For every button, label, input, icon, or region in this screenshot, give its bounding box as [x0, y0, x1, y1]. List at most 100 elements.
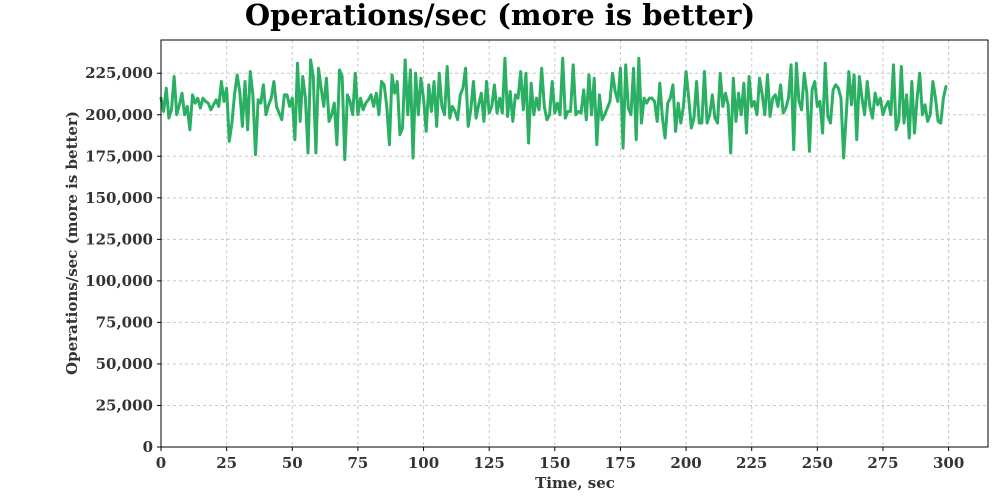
data-point — [740, 113, 743, 116]
data-point — [451, 105, 454, 108]
data-point — [701, 122, 703, 124]
data-point — [420, 77, 422, 80]
data-point — [548, 113, 551, 116]
data-point — [640, 122, 643, 124]
data-point — [834, 84, 837, 86]
data-point — [750, 105, 753, 108]
x-tick-label: 175 — [605, 454, 636, 472]
data-point — [359, 97, 362, 99]
data-point — [372, 105, 375, 108]
data-point — [225, 87, 228, 89]
data-point — [338, 69, 341, 71]
data-point — [178, 103, 181, 106]
data-point — [467, 125, 469, 128]
data-point — [588, 74, 590, 76]
data-point — [850, 103, 853, 106]
data-point — [661, 117, 664, 119]
data-point — [900, 65, 903, 68]
data-point — [304, 97, 307, 99]
data-point — [533, 113, 535, 116]
data-point — [388, 143, 391, 146]
data-point — [645, 102, 648, 104]
data-point — [792, 148, 795, 151]
data-point — [194, 102, 196, 104]
data-point — [181, 92, 183, 94]
data-point — [488, 112, 490, 114]
data-point — [207, 102, 210, 104]
data-point — [288, 105, 291, 108]
data-point — [785, 107, 787, 109]
data-point — [871, 117, 874, 119]
x-tick-label: 75 — [347, 454, 368, 472]
y-tick-label: 150,000 — [85, 189, 153, 207]
data-point — [477, 103, 480, 106]
data-point — [341, 75, 343, 78]
data-point — [811, 89, 813, 91]
data-point — [890, 113, 892, 116]
data-point — [223, 100, 225, 103]
axis-layer: 0 25 50 75 100 125 150 175 200 225 250 275 300 0 25,00… — [85, 64, 964, 472]
data-point — [433, 80, 435, 83]
data-point — [294, 138, 296, 141]
data-point — [401, 127, 404, 129]
data-point — [280, 118, 283, 121]
data-point — [175, 113, 178, 116]
data-point — [351, 113, 354, 116]
data-point — [509, 90, 511, 93]
data-point — [464, 67, 467, 70]
data-point — [918, 72, 921, 75]
data-point — [798, 100, 800, 103]
data-point — [816, 105, 819, 108]
data-point — [514, 94, 517, 96]
data-point — [346, 94, 349, 96]
data-point — [283, 94, 286, 96]
data-point — [349, 100, 351, 103]
data-point — [732, 77, 735, 80]
y-tick-label: 75,000 — [96, 313, 153, 331]
data-point — [614, 90, 616, 93]
data-point — [412, 157, 414, 159]
data-point — [714, 117, 716, 119]
data-point — [320, 87, 322, 89]
data-point — [446, 65, 448, 68]
data-point — [430, 110, 433, 113]
data-point — [443, 113, 446, 116]
data-point — [228, 140, 231, 143]
data-point — [908, 137, 911, 139]
data-point — [309, 59, 312, 61]
data-point — [624, 64, 627, 66]
data-point — [708, 113, 711, 116]
data-point — [674, 130, 677, 133]
data-point — [855, 138, 858, 141]
data-point — [380, 80, 383, 83]
data-point — [635, 138, 637, 141]
data-point — [911, 80, 913, 83]
data-point — [596, 143, 598, 146]
data-point — [680, 122, 682, 124]
y-axis-title: Operations/sec (more is better) — [63, 111, 81, 375]
data-point — [196, 97, 199, 99]
data-point — [903, 122, 905, 124]
data-point — [598, 94, 601, 96]
data-point — [220, 80, 223, 83]
data-point — [569, 110, 572, 113]
data-point — [506, 115, 509, 118]
y-tick-label: 200,000 — [85, 106, 153, 124]
data-point — [286, 94, 288, 96]
data-point — [385, 105, 388, 108]
y-tick-label: 0 — [143, 438, 153, 456]
data-point — [869, 105, 871, 108]
data-point — [905, 94, 908, 96]
data-point — [399, 133, 401, 136]
data-point — [396, 80, 399, 83]
data-point — [278, 112, 280, 114]
data-point — [325, 77, 328, 80]
data-point — [753, 100, 756, 103]
x-tick-label: 300 — [933, 454, 964, 472]
y-tick-label: 50,000 — [96, 355, 153, 373]
data-point — [666, 102, 669, 104]
data-point — [787, 97, 790, 99]
data-point — [472, 80, 475, 83]
data-point — [383, 84, 385, 86]
y-tick-label: 25,000 — [96, 396, 153, 414]
